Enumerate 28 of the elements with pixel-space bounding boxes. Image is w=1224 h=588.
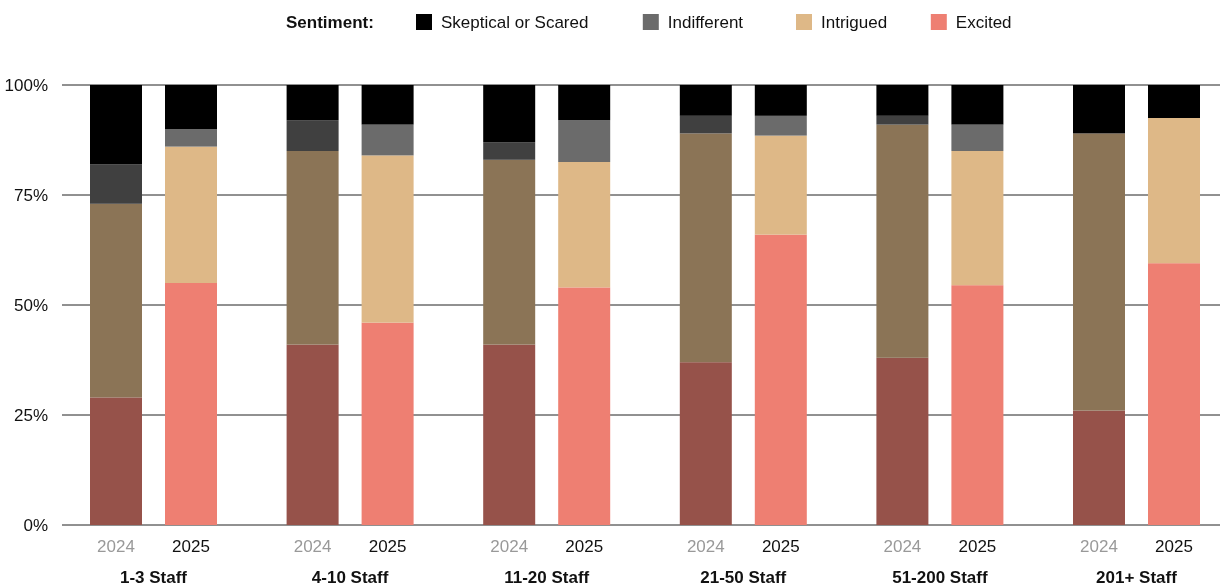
text: 4-10 Staff: [311, 568, 389, 587]
text: 1-3 Staff: [119, 568, 188, 587]
x-tick-label: 2025: [565, 537, 604, 556]
x-tick-label: 2025: [368, 537, 407, 556]
x-tick-label: 2025: [172, 537, 210, 556]
y-tick-label: 75%: [13, 185, 48, 205]
y-tick-label: 25%: [13, 405, 48, 425]
legend-label: Indifferent: [667, 13, 744, 32]
legend-title: Sentiment:: [286, 13, 374, 32]
legend-label: Skeptical or Scared: [441, 13, 589, 32]
x-tick-label: 2024: [883, 537, 922, 556]
legend-label: Intrigued: [821, 13, 888, 32]
x-tick-label: 2025: [1155, 537, 1193, 556]
x-tick-label: 2024: [97, 537, 135, 556]
text: 21-50 Staff: [700, 568, 787, 587]
x-tick-label: 2024: [490, 537, 529, 556]
x-tick-label: 2024: [1080, 537, 1118, 556]
x-tick-label: 2025: [761, 537, 800, 556]
x-tick-label: 2025: [958, 537, 997, 556]
x-tick-label: 2024: [293, 537, 332, 556]
x-tick-label: 2024: [686, 537, 725, 556]
text: 11-20 Staff: [504, 568, 590, 587]
legend-label: Excited: [955, 13, 1012, 32]
y-tick-label: 100%: [4, 75, 48, 95]
text: 51-200 Staff: [892, 568, 988, 587]
y-tick-label: 0%: [23, 515, 48, 535]
y-tick-label: 50%: [13, 295, 48, 315]
text: 201+ Staff: [1096, 568, 1178, 587]
